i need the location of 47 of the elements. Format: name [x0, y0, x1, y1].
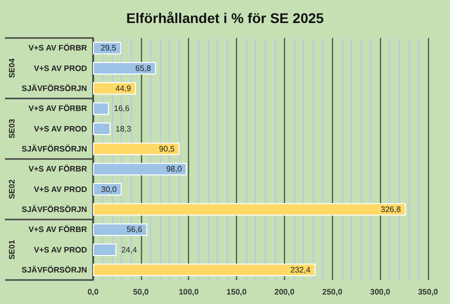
x-tick-label: 350,0 [418, 288, 439, 296]
x-tick-label: 0,0 [87, 288, 100, 296]
data-label: 18,3 [116, 124, 132, 134]
bar [93, 62, 156, 74]
y-tick-label: SJÄVFÖRSÖRJN [22, 84, 88, 93]
chart-title: Elförhållandet i % för SE 2025 [126, 10, 324, 26]
text: SE04 [8, 58, 16, 78]
data-label: 98,0 [166, 164, 182, 174]
data-label: 65,8 [135, 64, 152, 73]
data-label: 326,8 [380, 204, 402, 214]
data-label: 90,5 [159, 144, 176, 154]
text: SE01 [8, 239, 16, 260]
y-tick-label: V+S AV FÖRBR [28, 44, 88, 53]
bar [93, 264, 316, 276]
y-tick-label: SJÄVFÖRSÖRJN [22, 144, 88, 154]
bar [93, 223, 148, 236]
x-tick-label: 50,0 [133, 288, 150, 296]
y-tick-label: V+S AV FÖRBR [28, 104, 88, 114]
bar [93, 203, 406, 216]
data-label: 29,5 [100, 44, 117, 53]
bar [93, 102, 109, 115]
bar [93, 162, 187, 176]
x-tick-label: 300,0 [370, 288, 391, 296]
x-tick-label: 100,0 [178, 288, 200, 296]
x-tick-label: 200,0 [274, 288, 295, 296]
data-label: 44,9 [115, 84, 132, 93]
x-tick-label: 250,0 [322, 288, 343, 296]
bar [93, 82, 136, 95]
bar [93, 122, 111, 135]
text: SE03 [8, 118, 16, 139]
y-tick-label: V+S AV PROD [34, 184, 88, 194]
text: SE02 [8, 178, 16, 200]
y-tick-label: V+S AV FÖRBR [28, 225, 88, 234]
y-tick-label: SJÄVFÖRSÖRJN [22, 265, 88, 274]
y-tick-label: V+S AV PROD [34, 64, 88, 73]
y-tick-label: V+S AV FÖRBR [28, 164, 88, 174]
y-tick-label: V+S AV PROD [34, 245, 88, 254]
y-tick-label: SJÄVFÖRSÖRJN [22, 204, 88, 214]
data-label: 30,0 [101, 184, 118, 194]
y-tick-label: V+S AV PROD [34, 124, 88, 134]
x-tick-label: 150,0 [226, 288, 248, 296]
bar [93, 142, 180, 156]
data-label: 232,4 [290, 265, 311, 274]
data-label: 24,4 [121, 245, 138, 254]
data-label: 16,6 [114, 104, 130, 114]
data-label: 56,6 [126, 225, 143, 234]
bar [93, 244, 116, 256]
